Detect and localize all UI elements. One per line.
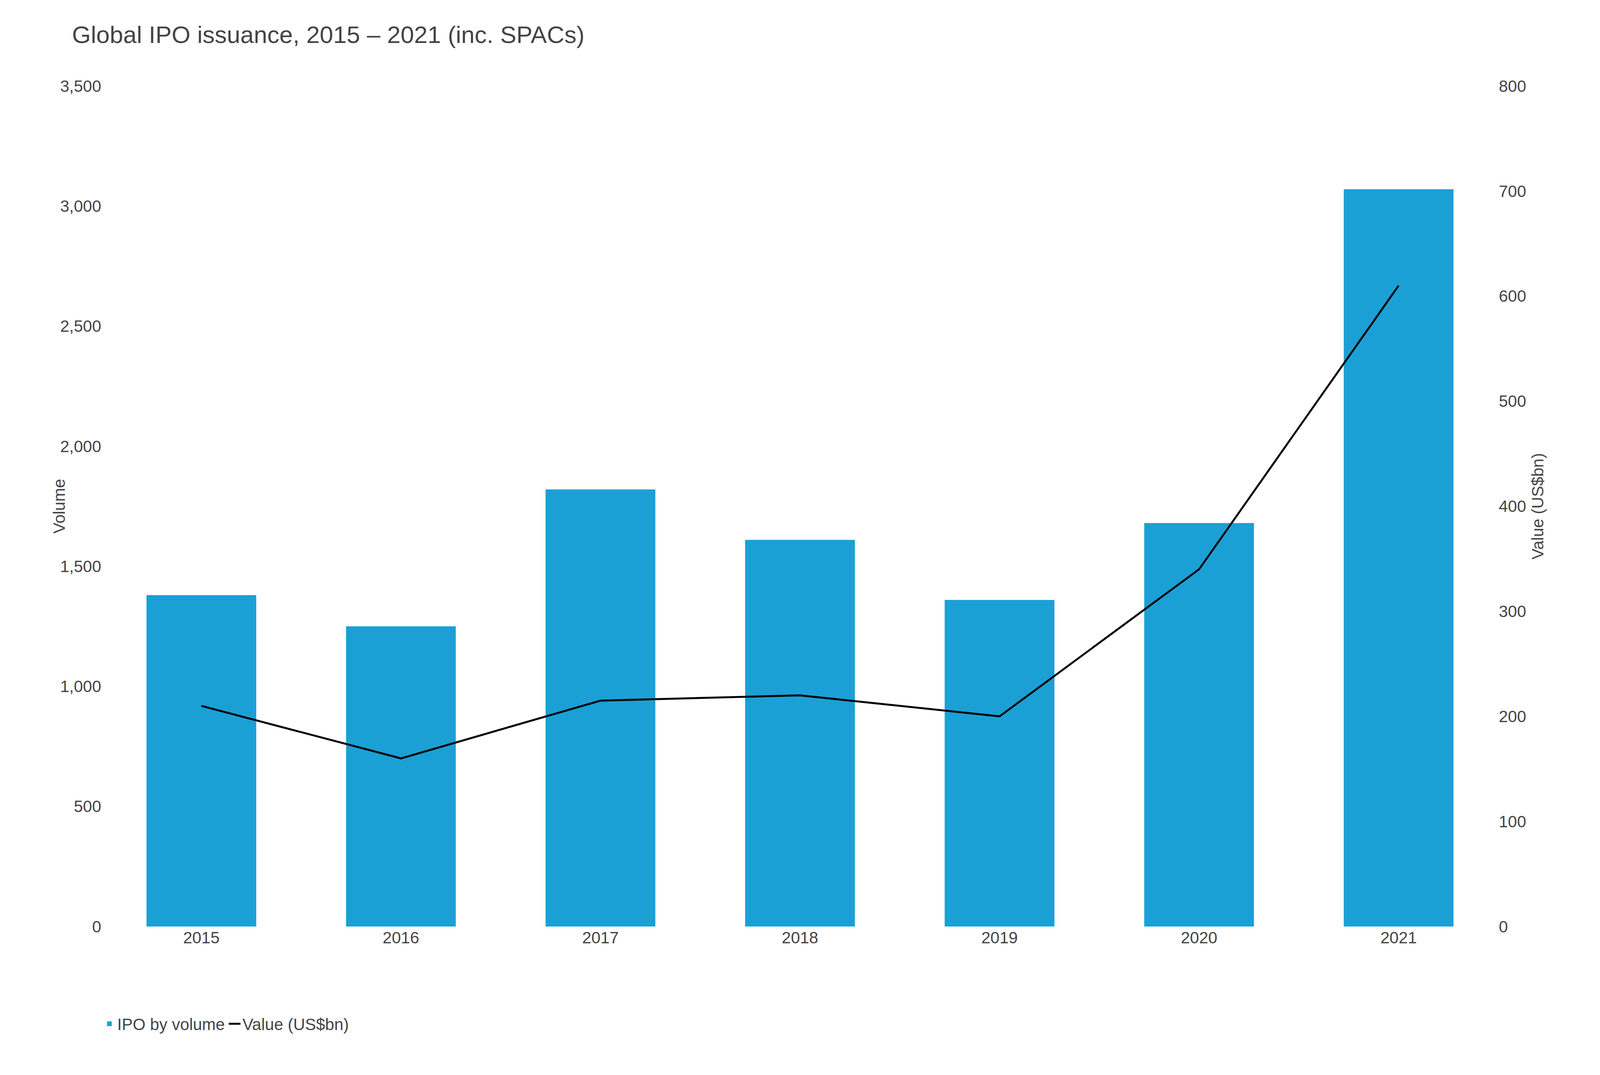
svg-text:500: 500 — [1498, 391, 1527, 411]
svg-text:2015: 2015 — [183, 928, 220, 947]
svg-text:2019: 2019 — [981, 928, 1018, 947]
svg-text:0: 0 — [1498, 917, 1508, 936]
svg-text:1,500: 1,500 — [60, 557, 102, 576]
svg-text:800: 800 — [1498, 76, 1527, 96]
svg-text:Global IPO issuance, 2015 – 20: Global IPO issuance, 2015 – 2021 (inc. S… — [71, 21, 585, 49]
svg-text:IPO by volume: IPO by volume — [117, 1015, 225, 1034]
svg-text:1,000: 1,000 — [60, 677, 102, 696]
svg-text:200: 200 — [1498, 707, 1527, 726]
svg-text:3,000: 3,000 — [60, 196, 102, 216]
svg-text:2021: 2021 — [1380, 928, 1417, 947]
svg-text:100: 100 — [1498, 812, 1527, 831]
svg-text:Value (US$bn): Value (US$bn) — [242, 1015, 349, 1034]
svg-text:2018: 2018 — [781, 928, 819, 947]
svg-text:2016: 2016 — [382, 928, 419, 947]
svg-text:2017: 2017 — [582, 928, 619, 947]
svg-text:0: 0 — [92, 917, 102, 936]
svg-text:2,000: 2,000 — [60, 437, 102, 456]
svg-text:3,500: 3,500 — [60, 76, 102, 96]
svg-text:600: 600 — [1498, 286, 1527, 306]
svg-text:Value (US$bn): Value (US$bn) — [1528, 452, 1547, 560]
svg-text:300: 300 — [1498, 602, 1527, 621]
svg-text:2,500: 2,500 — [60, 316, 102, 336]
svg-text:Volume: Volume — [50, 478, 69, 534]
svg-text:400: 400 — [1498, 496, 1527, 516]
svg-text:500: 500 — [73, 797, 102, 816]
svg-text:2020: 2020 — [1180, 928, 1218, 947]
svg-text:700: 700 — [1498, 182, 1527, 201]
